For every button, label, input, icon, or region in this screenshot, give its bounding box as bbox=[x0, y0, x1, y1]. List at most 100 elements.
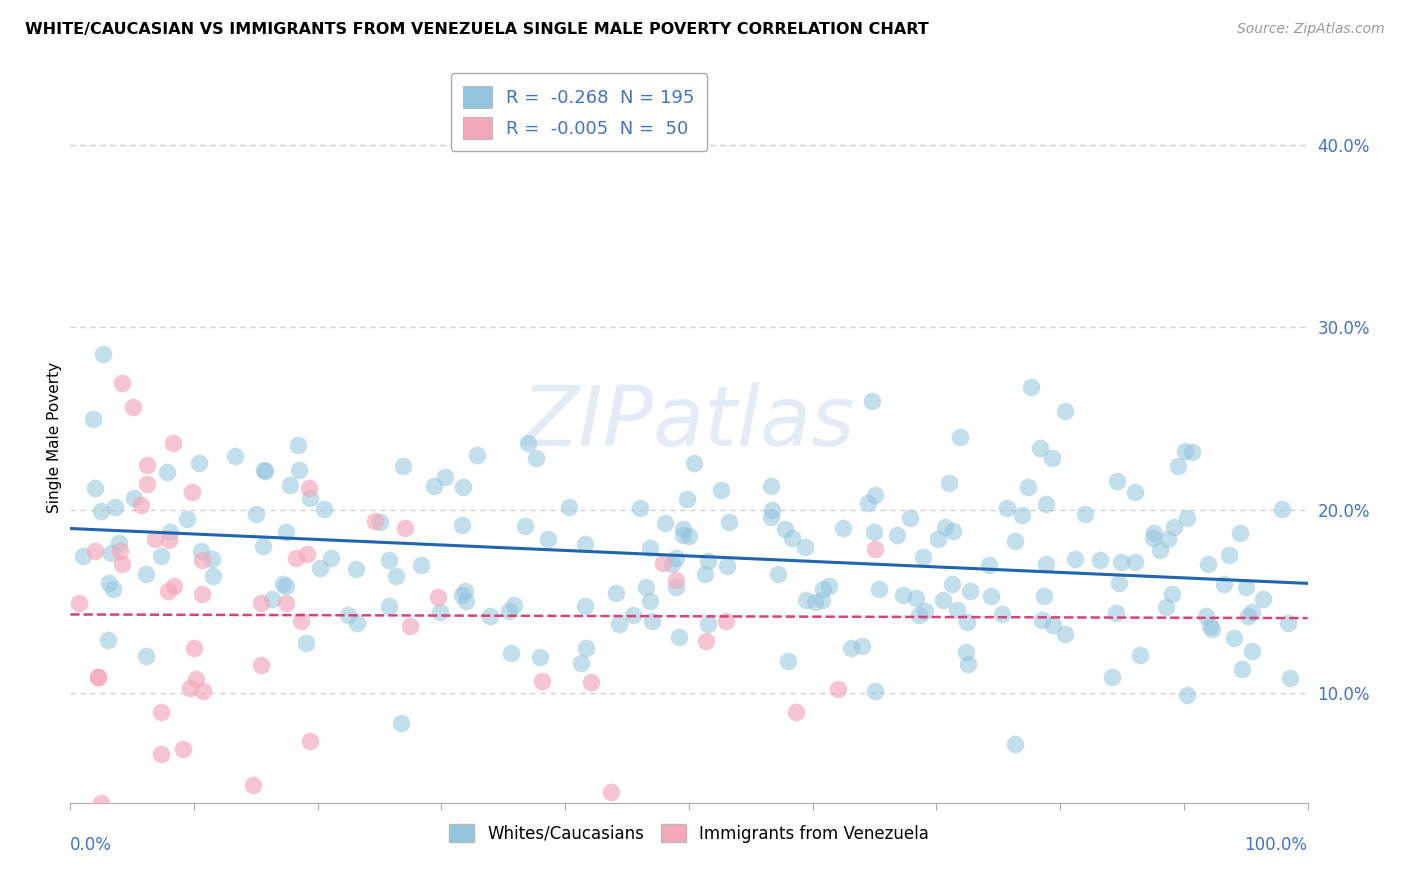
Point bbox=[1157, 532, 1180, 546]
Point bbox=[84, 543, 107, 558]
Point bbox=[1230, 662, 1253, 676]
Point bbox=[661, 557, 683, 571]
Point bbox=[898, 510, 921, 524]
Point bbox=[456, 593, 478, 607]
Point bbox=[1195, 609, 1218, 624]
Point bbox=[253, 463, 276, 477]
Point bbox=[368, 516, 391, 530]
Point bbox=[104, 500, 127, 514]
Point bbox=[250, 658, 273, 673]
Point bbox=[1160, 587, 1182, 601]
Point bbox=[1053, 404, 1076, 418]
Point bbox=[454, 584, 477, 599]
Point bbox=[1064, 552, 1087, 566]
Point bbox=[941, 577, 963, 591]
Point bbox=[191, 684, 214, 698]
Point bbox=[101, 582, 124, 596]
Point bbox=[676, 492, 699, 507]
Point bbox=[91, 347, 114, 361]
Point bbox=[1107, 475, 1129, 489]
Point bbox=[980, 589, 1002, 603]
Point bbox=[574, 537, 596, 551]
Point bbox=[294, 636, 316, 650]
Point bbox=[1154, 599, 1177, 614]
Point bbox=[385, 569, 408, 583]
Point bbox=[927, 533, 949, 547]
Point bbox=[377, 599, 399, 613]
Point bbox=[693, 567, 716, 582]
Point bbox=[1167, 458, 1189, 473]
Point bbox=[245, 507, 267, 521]
Point bbox=[579, 674, 602, 689]
Point bbox=[759, 509, 782, 524]
Point bbox=[429, 606, 451, 620]
Point bbox=[569, 656, 592, 670]
Point bbox=[250, 596, 273, 610]
Point bbox=[1201, 622, 1223, 636]
Y-axis label: Single Male Poverty: Single Male Poverty bbox=[46, 361, 62, 513]
Point bbox=[1251, 592, 1274, 607]
Point bbox=[1237, 609, 1260, 624]
Point bbox=[938, 476, 960, 491]
Point bbox=[242, 778, 264, 792]
Point bbox=[672, 523, 695, 537]
Point bbox=[813, 582, 835, 596]
Point bbox=[1017, 480, 1039, 494]
Point bbox=[427, 590, 450, 604]
Point bbox=[1277, 616, 1299, 631]
Point bbox=[1040, 450, 1063, 465]
Point bbox=[423, 478, 446, 492]
Point bbox=[710, 483, 733, 497]
Point bbox=[959, 583, 981, 598]
Point bbox=[599, 785, 621, 799]
Point bbox=[201, 569, 224, 583]
Point bbox=[991, 607, 1014, 622]
Point bbox=[346, 615, 368, 630]
Point bbox=[780, 531, 803, 545]
Point bbox=[399, 619, 422, 633]
Point bbox=[299, 491, 322, 505]
Point bbox=[1035, 557, 1057, 571]
Point bbox=[945, 602, 967, 616]
Point bbox=[785, 705, 807, 719]
Point bbox=[156, 584, 179, 599]
Point bbox=[665, 580, 688, 594]
Point bbox=[695, 633, 717, 648]
Point bbox=[284, 550, 307, 565]
Point bbox=[979, 558, 1001, 572]
Point bbox=[122, 401, 145, 415]
Point bbox=[274, 579, 297, 593]
Point bbox=[761, 502, 783, 516]
Point bbox=[863, 488, 886, 502]
Point bbox=[163, 579, 186, 593]
Point bbox=[995, 500, 1018, 515]
Point bbox=[1054, 626, 1077, 640]
Point bbox=[1143, 526, 1166, 541]
Point bbox=[856, 496, 879, 510]
Legend: Whites/Caucasians, Immigrants from Venezuela: Whites/Caucasians, Immigrants from Venez… bbox=[443, 818, 935, 849]
Point bbox=[453, 480, 475, 494]
Point bbox=[956, 615, 979, 629]
Point bbox=[191, 587, 214, 601]
Point bbox=[776, 654, 799, 668]
Point bbox=[1177, 689, 1199, 703]
Point bbox=[1241, 644, 1264, 658]
Point bbox=[949, 430, 972, 444]
Point bbox=[716, 559, 738, 574]
Point bbox=[934, 520, 956, 534]
Point bbox=[135, 477, 157, 491]
Point bbox=[1004, 737, 1026, 751]
Point bbox=[827, 681, 849, 696]
Point bbox=[82, 412, 104, 426]
Point bbox=[1011, 508, 1033, 523]
Point bbox=[253, 464, 276, 478]
Point bbox=[1031, 613, 1053, 627]
Point bbox=[1123, 555, 1146, 569]
Point bbox=[868, 582, 890, 596]
Point bbox=[201, 551, 224, 566]
Point bbox=[1004, 534, 1026, 549]
Point bbox=[524, 451, 547, 466]
Point bbox=[804, 594, 827, 608]
Point bbox=[714, 615, 737, 629]
Point bbox=[1101, 670, 1123, 684]
